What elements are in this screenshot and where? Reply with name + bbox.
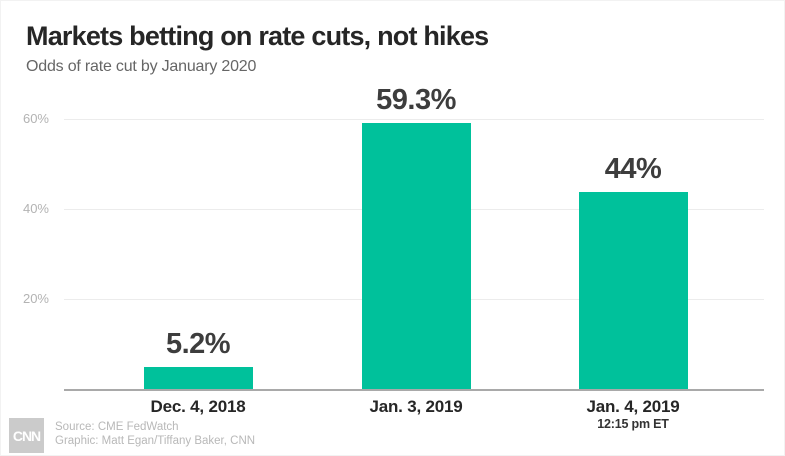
cnn-logo: CNN [9,418,44,453]
bar-value-label: 44% [604,153,662,185]
bar-jan-4-2019 [578,192,688,390]
y-axis-tick-label: 40% [22,201,49,216]
bar-value-label: 59.3% [376,84,456,117]
x-axis-category-label: Dec. 4, 2018 [150,397,246,416]
bar-dec-4-2018 [143,366,253,390]
bar-jan-3-2019 [361,123,471,390]
chart-subtitle: Odds of rate cut by January 2020 [26,58,257,75]
x-axis-category-label: Jan. 4, 2019 [586,397,680,416]
credit-line: Graphic: Matt Egan/Tiffany Baker, CNN [55,435,256,447]
page-title: Markets betting on rate cuts, not hikes [26,21,489,51]
y-axis-tick-label: 60% [22,111,49,126]
x-axis-line [64,389,764,391]
x-axis-category-subnote: 12:15 pm ET [597,417,669,431]
x-axis-category-label: Jan. 3, 2019 [369,397,463,416]
y-axis-tick-label: 20% [22,291,49,306]
gridline [64,119,764,120]
chart-credits: Source: CME FedWatch Graphic: Matt Egan/… [55,420,255,448]
bar-value-label: 5.2% [165,327,231,360]
source-line: Source: CME FedWatch [55,421,179,433]
